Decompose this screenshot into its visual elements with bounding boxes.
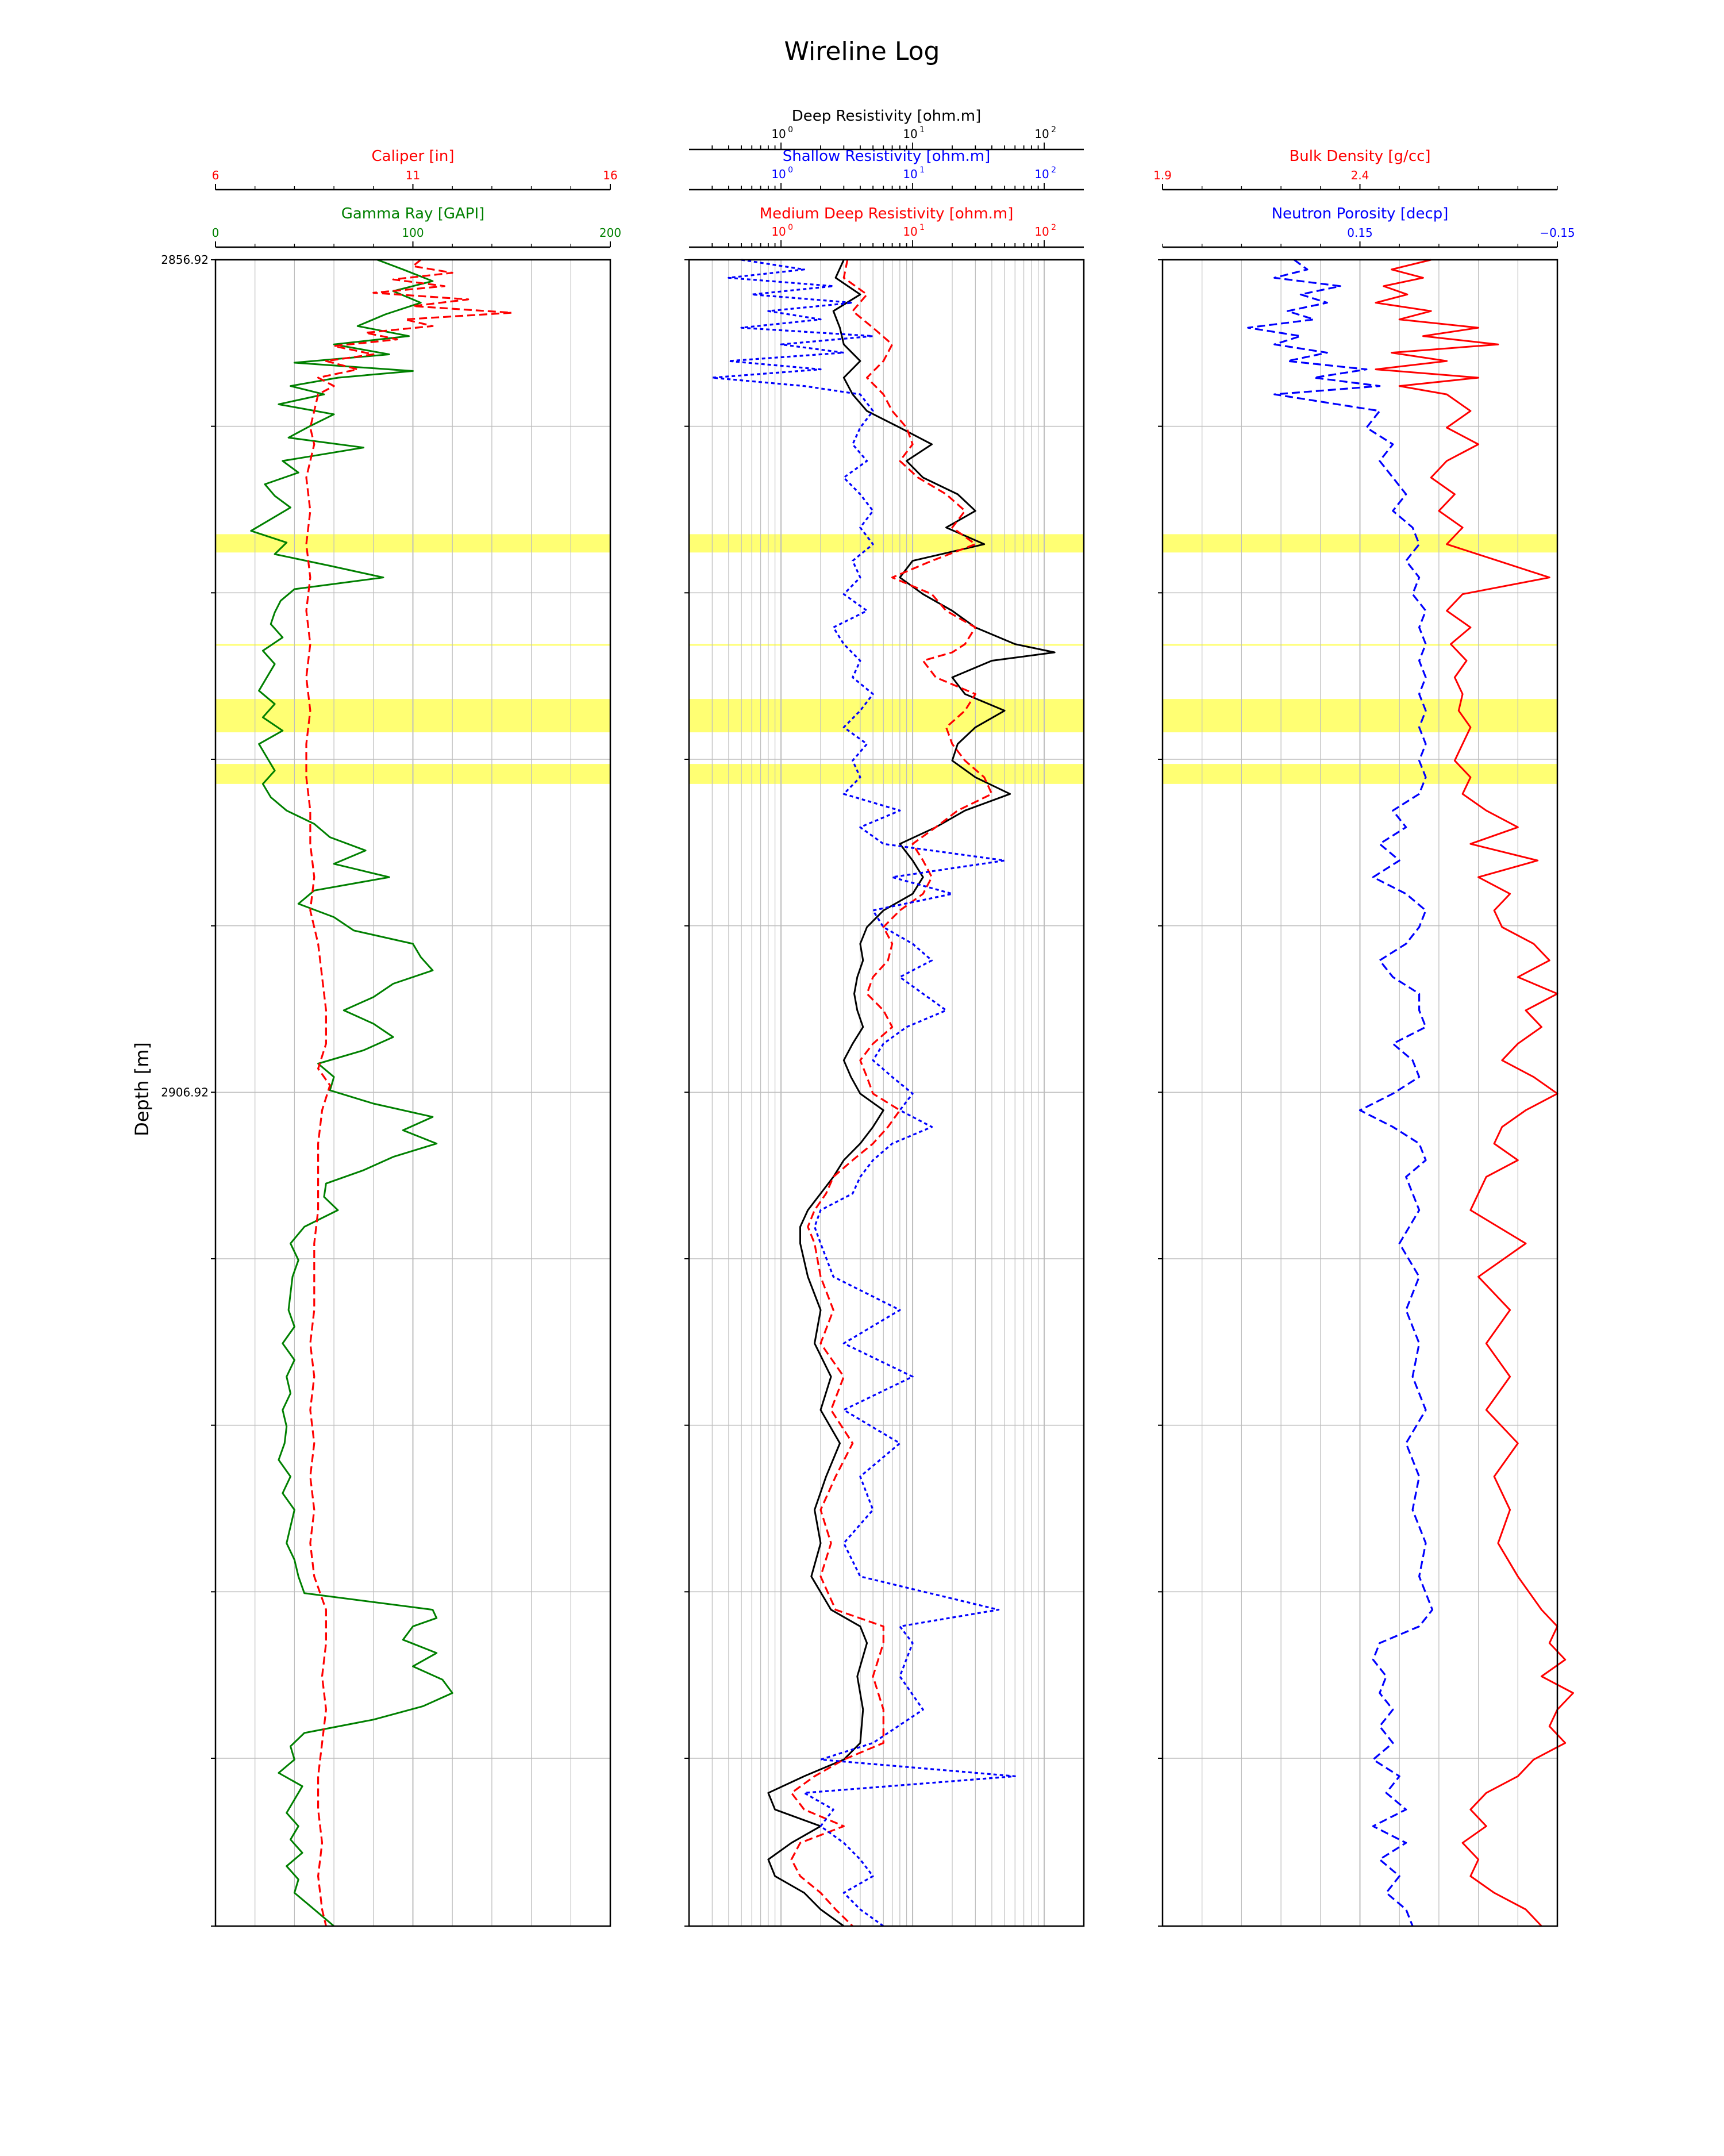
track-frame (1161, 259, 1558, 1927)
tick-label-exponent: 1 (919, 223, 925, 232)
track-3: Neutron Porosity [decp] 0.15 −0.15 Bulk Den… (1153, 148, 1575, 1927)
tick-label: 10 (771, 167, 786, 181)
series-line-ohmm-1 (767, 259, 1056, 1927)
tick-label: 10 (1034, 167, 1049, 181)
tick-label-exponent: 2 (1051, 125, 1056, 134)
tick-label: 10 (903, 167, 917, 181)
tick-label-exponent: 1 (919, 166, 925, 175)
series-line-in-2 (305, 259, 513, 1927)
track-frame (688, 259, 1085, 1927)
axis-label: Neutron Porosity [decp] (1272, 205, 1449, 222)
depth-tick-label: 2906.92 (161, 1085, 209, 1099)
tick-label: 11 (406, 168, 420, 182)
tick-label-exponent: 0 (788, 166, 793, 175)
tick-label: 10 (1034, 225, 1049, 239)
tick-label: −0.15 (1540, 226, 1575, 240)
tick-label: 10 (1034, 127, 1049, 141)
tick-label: 10 (903, 127, 917, 141)
axis-label: Gamma Ray [GAPI] (341, 205, 485, 222)
highlight-band (689, 699, 1084, 733)
tick-label: 0 (212, 226, 220, 240)
tick-label-exponent: 1 (919, 125, 925, 134)
tick-label-exponent: 0 (788, 223, 793, 232)
series-line-GAPI-1 (250, 259, 453, 1927)
tick-label-exponent: 2 (1051, 166, 1056, 175)
axis-label: Deep Resistivity [ohm.m] (792, 107, 981, 125)
track-frame (214, 259, 611, 1927)
tick-label: 16 (603, 168, 617, 182)
tick-label: 2.4 (1351, 168, 1369, 182)
tick-label: 1.9 (1153, 168, 1172, 182)
series-line-decp-1 (1247, 259, 1434, 1927)
depth-tick-label: 2856.92 (161, 253, 209, 267)
track-1: Gamma Ray [GAPI] 0 100 200 Caliper [in] 6 11 16 (211, 148, 621, 1927)
tick-label: 100 (402, 226, 424, 240)
depth-axis-label: Depth [m] (131, 1042, 153, 1136)
series-line-gcc-2 (1375, 259, 1574, 1927)
axis-label: Medium Deep Resistivity [ohm.m] (760, 205, 1014, 222)
tick-label-exponent: 0 (788, 125, 793, 134)
highlight-band (689, 764, 1084, 784)
tick-label: 0.15 (1347, 226, 1373, 240)
series-line-ohmm-2 (790, 259, 993, 1927)
highlight-band (689, 534, 1084, 553)
tick-label: 10 (771, 127, 786, 141)
axis-label: Shallow Resistivity [ohm.m] (783, 148, 990, 165)
axis-label: Bulk Density [g/cc] (1289, 148, 1430, 165)
axis-label: Caliper [in] (372, 148, 455, 165)
tick-label-exponent: 2 (1051, 223, 1056, 232)
tick-label: 10 (903, 225, 917, 239)
tick-label: 200 (599, 226, 621, 240)
highlight-band (689, 644, 1084, 646)
chart-title: Wireline Log (784, 37, 940, 66)
tick-label: 10 (771, 225, 786, 239)
track-2: Medium Deep Resistivity [ohm.m]10 0 10 1 10 2… (684, 107, 1085, 1927)
tick-label: 6 (212, 168, 220, 182)
series-line-ohmm-3 (711, 259, 1016, 1927)
